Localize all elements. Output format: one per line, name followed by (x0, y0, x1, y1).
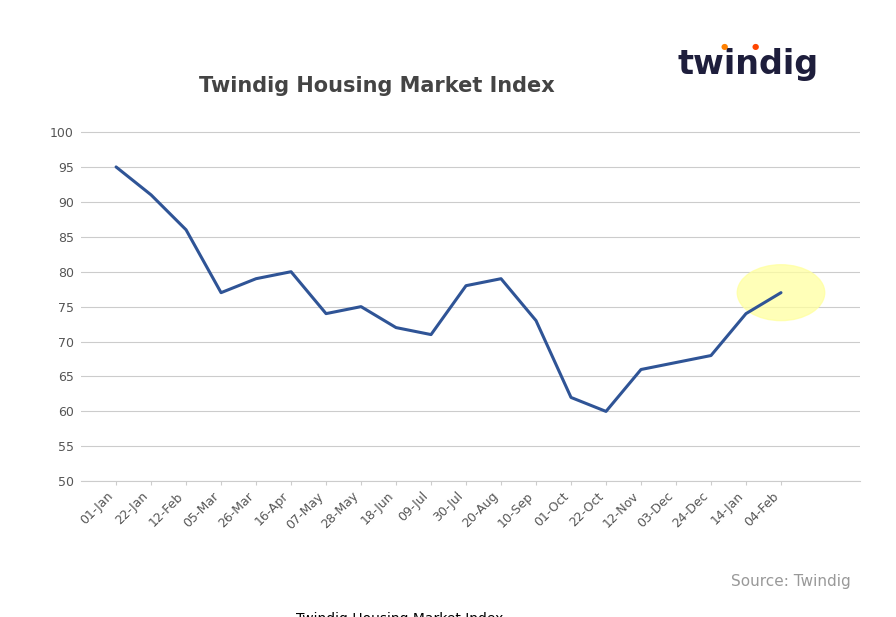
Text: Source: Twindig: Source: Twindig (731, 574, 851, 589)
Text: ●: ● (720, 42, 728, 51)
Text: twindig: twindig (677, 48, 819, 81)
Ellipse shape (737, 265, 824, 321)
Text: ●: ● (752, 42, 759, 51)
Legend: Twindig Housing Market Index: Twindig Housing Market Index (245, 607, 509, 617)
Title: Twindig Housing Market Index: Twindig Housing Market Index (199, 76, 555, 96)
